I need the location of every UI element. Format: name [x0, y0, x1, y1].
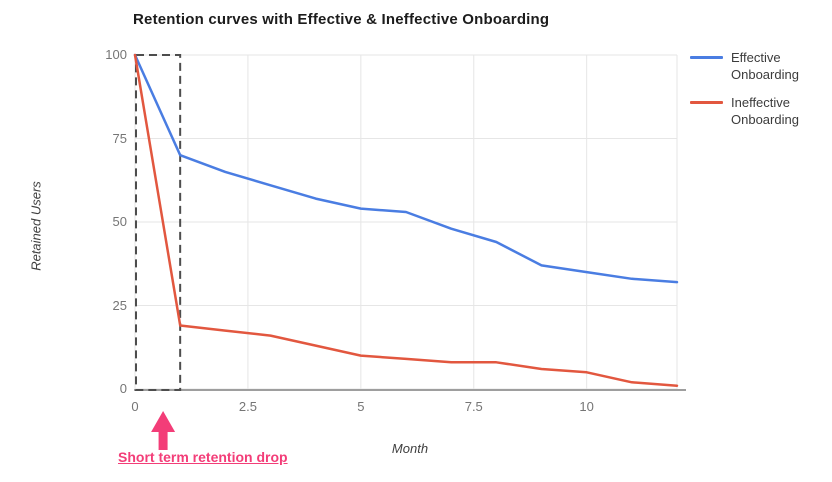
legend-item-ineffective-onboarding: Ineffective Onboarding [690, 94, 811, 128]
y-tick-label: 25 [112, 297, 127, 313]
annotation-text: Short term retention drop [118, 449, 288, 465]
y-tick-label: 0 [119, 381, 127, 396]
annotation-arrow-up-icon [149, 409, 177, 451]
legend: Effective Onboarding Ineffective Onboardi… [690, 49, 811, 128]
x-tick-label: 5 [357, 399, 365, 414]
x-tick-label: 0 [131, 399, 139, 414]
legend-line-swatch [690, 56, 723, 59]
dashed-highlight-box [135, 54, 182, 391]
x-tick-label: 10 [579, 399, 594, 414]
legend-label: Ineffective Onboarding [731, 95, 799, 127]
y-tick-label: 50 [112, 214, 127, 229]
x-tick-label: 7.5 [464, 399, 483, 414]
x-tick-label: 2.5 [238, 399, 257, 414]
legend-label: Effective Onboarding [731, 50, 799, 82]
series-line-effective-onboarding [133, 53, 679, 284]
y-axis-title: Retained Users [28, 181, 44, 271]
x-axis-title: Month [391, 441, 429, 456]
y-tick-label: 75 [112, 130, 127, 146]
y-tick-label: 100 [105, 47, 127, 62]
legend-line-swatch [690, 101, 723, 104]
legend-item-effective-onboarding: Effective Onboarding [690, 49, 811, 83]
series-line-ineffective-onboarding [133, 53, 679, 387]
chart-title: Retention curves with Effective & Ineffe… [133, 11, 550, 28]
